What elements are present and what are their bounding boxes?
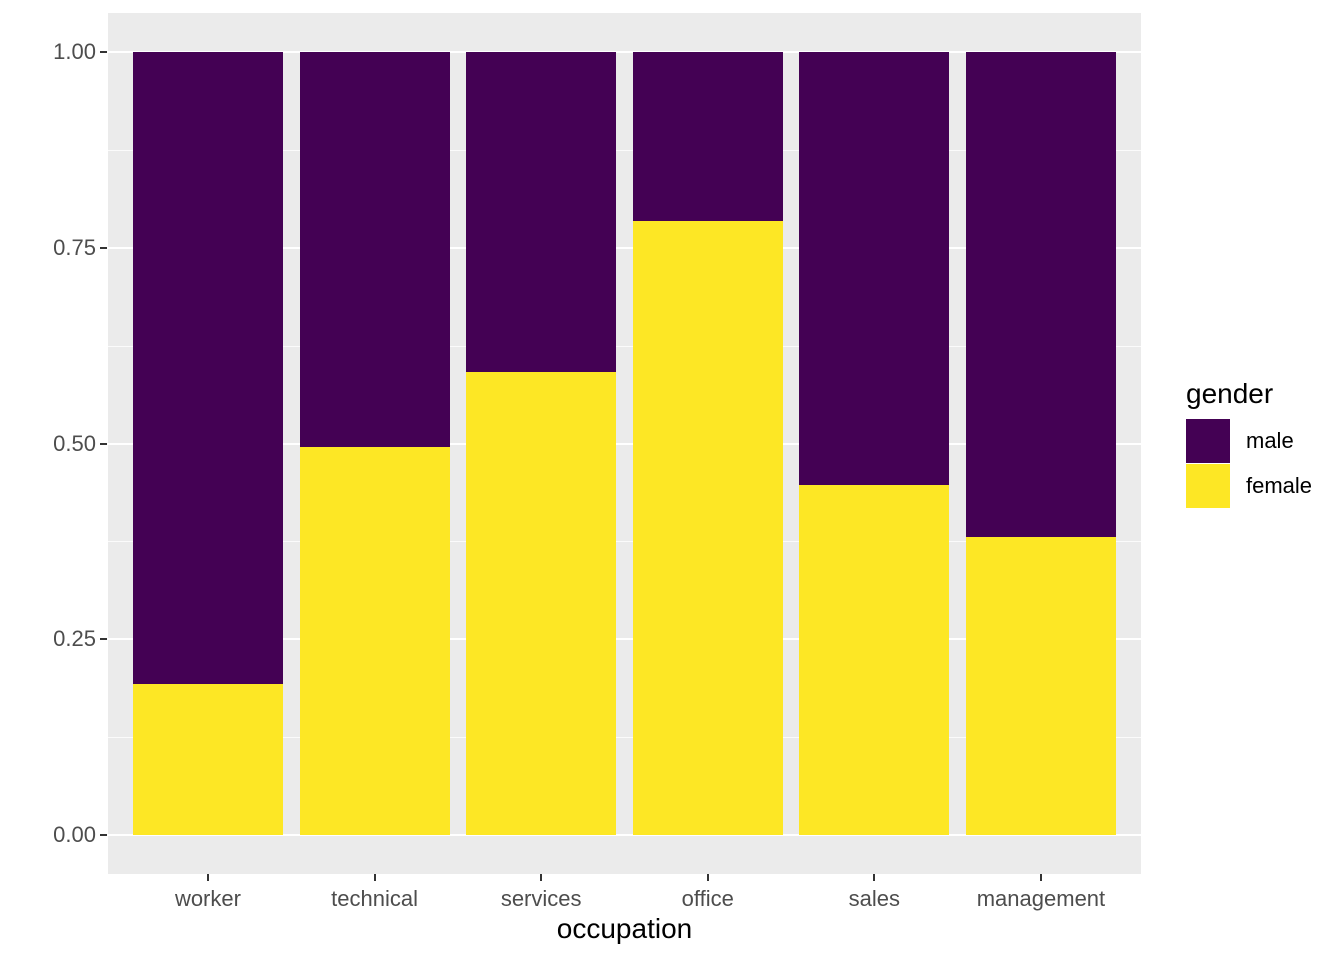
y-tick-label: 0.00 — [53, 822, 96, 847]
bar-segment-female-technical — [299, 447, 450, 835]
legend-label-female: female — [1246, 472, 1313, 498]
x-tick-mark — [1039, 874, 1042, 881]
x-tick-mark — [373, 874, 376, 881]
legend-swatch-male-icon — [1186, 418, 1230, 463]
y-tick-mark — [100, 442, 107, 445]
bar-segment-male-sales — [799, 52, 950, 485]
legend-title: gender — [1186, 378, 1274, 409]
legend: gender male female — [1186, 378, 1344, 508]
y-tick-label: 0.50 — [53, 430, 96, 456]
gridline-minor — [108, 149, 1141, 151]
x-tick-mark — [540, 874, 543, 881]
y-tick-label: 0.75 — [53, 234, 96, 260]
y-tick-label: 0.25 — [53, 626, 96, 652]
y-tick-mark — [100, 834, 107, 836]
x-tick-mark — [206, 874, 209, 881]
legend-swatch-female-icon — [1186, 463, 1230, 508]
gridline-minor — [108, 541, 1141, 543]
bar-segment-male-worker — [132, 52, 283, 684]
legend-entry-female: female — [1186, 463, 1344, 508]
x-tick-label: technical — [331, 886, 418, 911]
gridline-major — [108, 834, 1141, 836]
x-tick-label: office — [681, 886, 734, 911]
gridline-major — [108, 51, 1141, 53]
legend-label-male: male — [1246, 427, 1294, 453]
x-tick-label: worker — [174, 886, 241, 911]
x-tick-mark — [706, 874, 709, 881]
y-tick-mark — [100, 638, 107, 641]
x-tick-mark — [873, 874, 876, 881]
y-tick-label: 1.00 — [53, 39, 96, 64]
bar-segment-female-management — [965, 536, 1116, 835]
bar-segment-female-sales — [799, 484, 950, 835]
bar-segment-female-worker — [132, 683, 283, 835]
gridline-minor — [108, 345, 1141, 347]
bar-segment-male-technical — [299, 52, 450, 448]
gridline-major — [108, 638, 1141, 641]
y-tick-mark — [100, 51, 107, 53]
y-tick-mark — [100, 246, 107, 249]
bar-segment-male-office — [632, 52, 783, 222]
x-tick-label: services — [500, 886, 582, 911]
plot-panel — [108, 13, 1141, 874]
gridline-minor — [108, 737, 1141, 739]
bar-segment-female-services — [466, 372, 617, 835]
x-tick-label: management — [976, 886, 1106, 911]
bar-segment-male-services — [466, 52, 617, 373]
gridline-major — [108, 246, 1141, 249]
x-tick-label: sales — [848, 886, 901, 911]
x-axis-title: occupation — [556, 913, 693, 944]
gridline-major — [108, 442, 1141, 445]
bar-segment-male-management — [965, 52, 1116, 537]
legend-entry-male: male — [1186, 418, 1344, 463]
bar-segment-female-office — [632, 221, 783, 835]
